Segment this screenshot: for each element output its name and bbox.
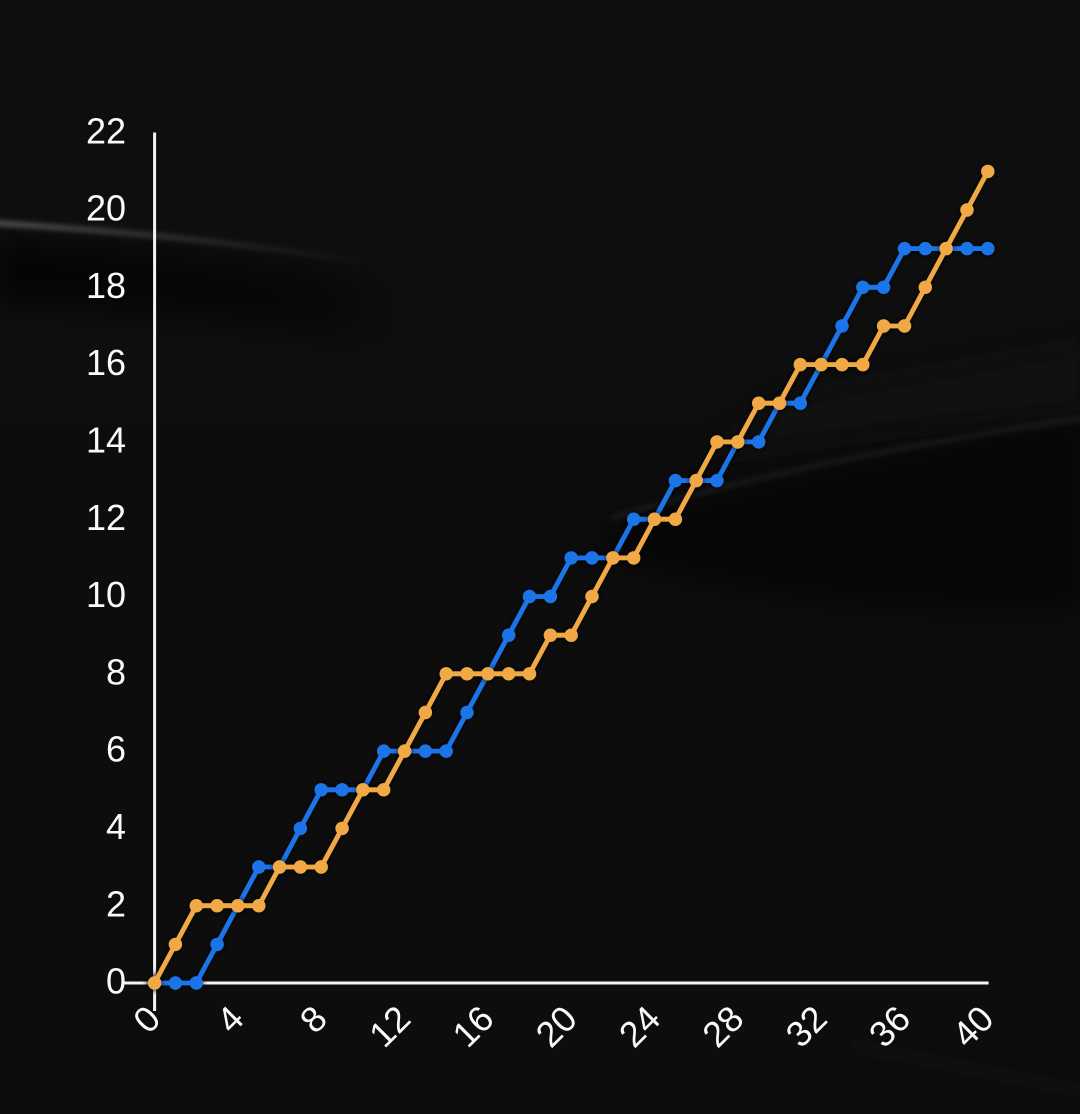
svg-text:4: 4 — [106, 806, 126, 847]
svg-text:20: 20 — [86, 188, 126, 229]
svg-text:12: 12 — [86, 497, 126, 538]
svg-text:18: 18 — [86, 265, 126, 306]
svg-text:6: 6 — [106, 729, 126, 770]
svg-text:2: 2 — [106, 883, 126, 924]
svg-text:16: 16 — [86, 342, 126, 383]
svg-text:8: 8 — [106, 651, 126, 692]
svg-text:22: 22 — [86, 110, 126, 151]
svg-text:14: 14 — [86, 420, 126, 461]
svg-text:0: 0 — [106, 961, 126, 1002]
svg-text:10: 10 — [86, 574, 126, 615]
